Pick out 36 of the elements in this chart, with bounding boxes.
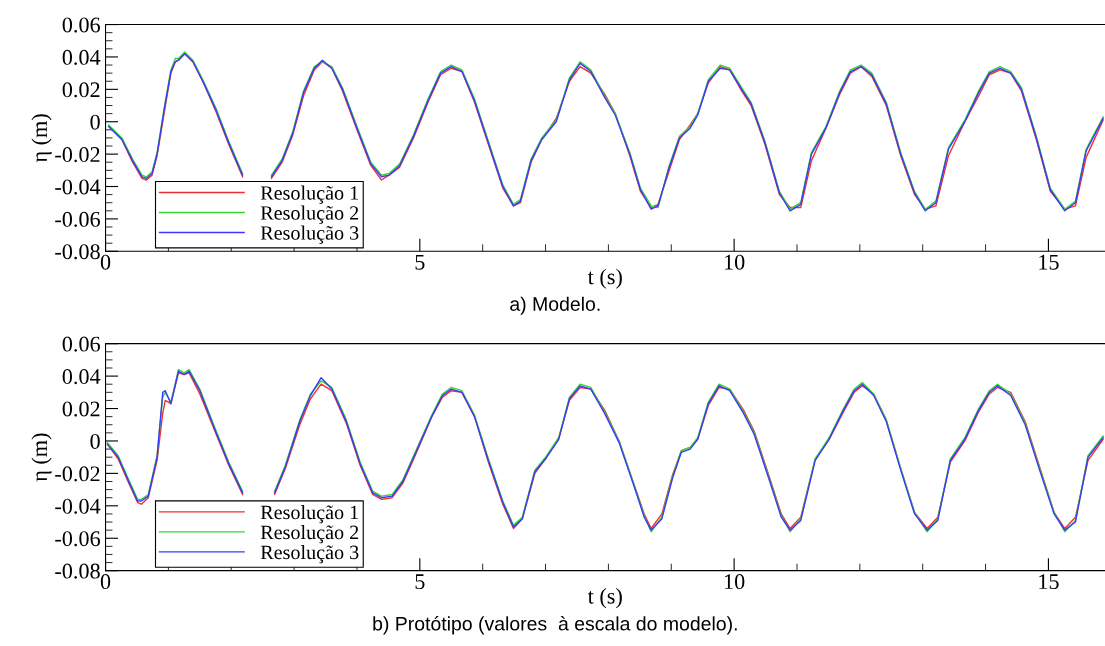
- y-tick-label: -0.08: [55, 563, 100, 579]
- y-tick-label: -0.02: [55, 466, 100, 482]
- y-tick-label: -0.08: [55, 244, 100, 260]
- x-tick-label: 5: [415, 574, 425, 590]
- y-tick-label: -0.04: [55, 179, 101, 195]
- y-tick-label: 0.02: [62, 401, 100, 417]
- y-tick-label: -0.04: [55, 498, 101, 514]
- y-tick-label: -0.02: [55, 147, 100, 163]
- y-tick-label: 0: [90, 114, 100, 130]
- y-tick-label: 0.04: [62, 49, 101, 65]
- x-tick-label: 15: [1039, 574, 1059, 590]
- y-tick-label: -0.06: [55, 531, 100, 547]
- x-tick-label: 10: [724, 574, 745, 590]
- legend-label: Resolução 3: [260, 225, 359, 244]
- y-axis-title: η (m): [31, 114, 52, 163]
- text: b) Protótipo (valores à escala do modelo).: [373, 616, 737, 635]
- y-tick-label: 0.06: [62, 336, 100, 352]
- y-tick-label: 0: [90, 433, 100, 449]
- x-tick-label: 0: [100, 574, 111, 590]
- y-tick-label: 0.04: [62, 369, 101, 385]
- y-tick-label: 0.06: [62, 17, 100, 33]
- x-axis-title: t (s): [587, 588, 622, 609]
- y-tick-label: 0.02: [62, 82, 100, 98]
- y-tick-label: -0.06: [55, 211, 100, 227]
- x-tick-label: 15: [1039, 254, 1059, 270]
- text: a) Modelo.: [510, 296, 600, 315]
- legend-label: Resolução 2: [260, 205, 359, 224]
- legend-label: Resolução 2: [260, 524, 359, 544]
- x-tick-label: 10: [724, 254, 745, 270]
- legend-label: Resolução 1: [260, 504, 359, 524]
- y-axis-title: η (m): [31, 433, 52, 482]
- x-tick-label: 5: [415, 254, 425, 270]
- legend-label: Resolução 3: [260, 544, 359, 564]
- x-tick-label: 0: [100, 254, 111, 270]
- legend-label: Resolução 1: [260, 185, 359, 204]
- x-axis-title: t (s): [587, 268, 622, 289]
